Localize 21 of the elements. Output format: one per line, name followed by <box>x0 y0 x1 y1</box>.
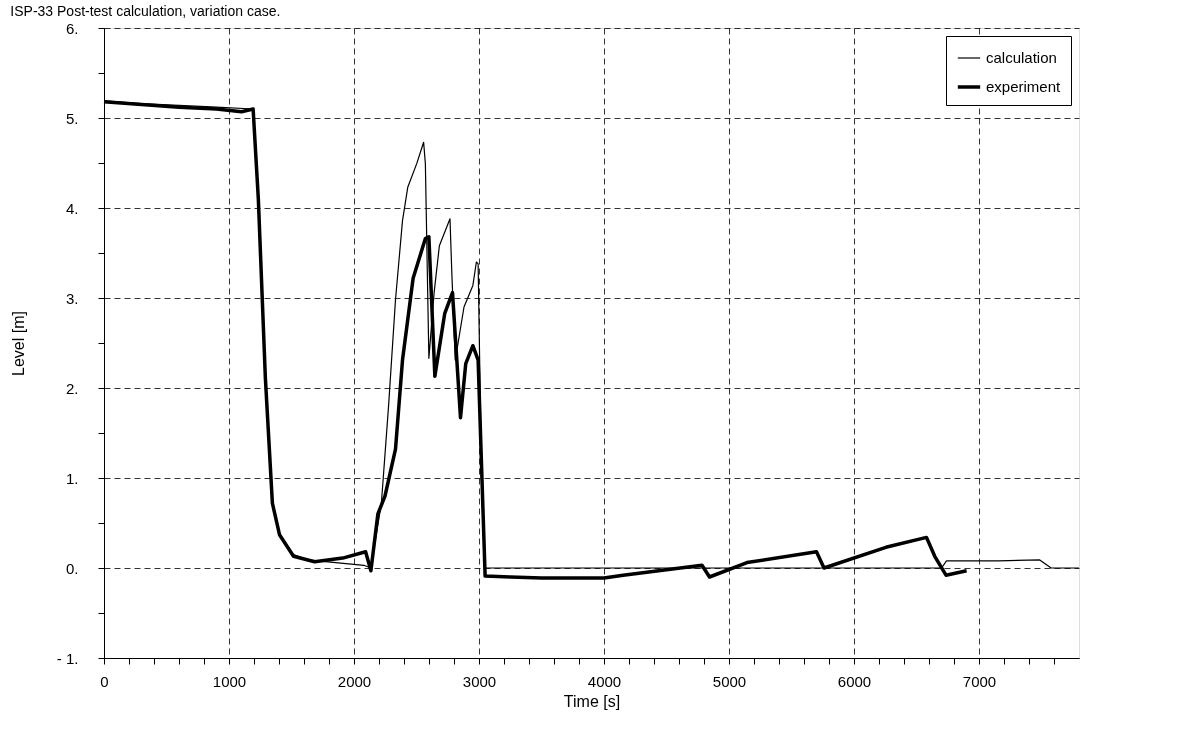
y-tick-label: 0. <box>65 559 79 577</box>
x-tick-label: 4000 <box>587 672 622 690</box>
y-tick-label: - 1. <box>56 649 79 667</box>
x-tick-label: 5000 <box>712 672 747 690</box>
y-tick-label: 5. <box>65 109 79 127</box>
y-tick-label: 2. <box>65 379 79 397</box>
x-tick-label: 2000 <box>337 672 372 690</box>
y-tick-label: 4. <box>65 199 79 217</box>
x-tick-label: 7000 <box>962 672 997 690</box>
legend-label: calculation <box>986 49 1057 66</box>
y-tick-label: 6. <box>65 19 79 37</box>
y-tick-label: 3. <box>65 289 79 307</box>
chart-title: ISP-33 Post-test calculation, variation case. <box>10 3 281 19</box>
legend-label: experiment <box>986 78 1062 95</box>
x-tick-label: 6000 <box>837 672 872 690</box>
y-tick-label: 1. <box>65 469 79 487</box>
x-tick-label: 3000 <box>462 672 497 690</box>
x-tick-label: 0 <box>100 672 109 690</box>
x-axis-title: Time [s] <box>563 692 621 710</box>
y-axis-title: Level [m] <box>9 311 27 376</box>
x-tick-label: 1000 <box>212 672 247 690</box>
